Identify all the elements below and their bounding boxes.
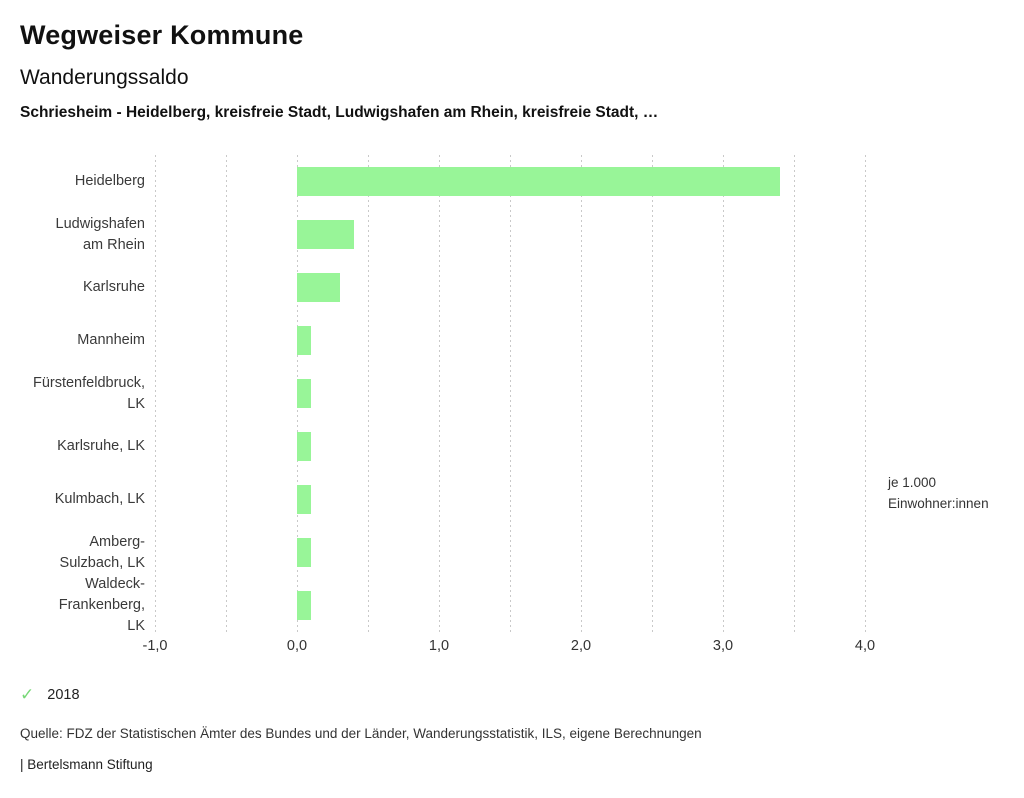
branding-text: | Bertelsmann Stiftung (20, 757, 153, 772)
x-axis-tick-label: 2,0 (570, 638, 592, 654)
x-axis-tick-label: 0,0 (286, 638, 308, 654)
legend: ✓ 2018 (20, 686, 80, 703)
x-axis-unit-label: je 1.000 Einwohner:innen (888, 475, 989, 511)
chart-series-subtitle: Schriesheim - Heidelberg, kreisfreie Sta… (20, 104, 659, 121)
category-label: Karlsruhe (82, 279, 145, 295)
gridline (794, 155, 795, 632)
bar (297, 379, 312, 408)
gridline (510, 155, 511, 632)
gridline (439, 155, 440, 632)
source-text: Quelle: FDZ der Statistischen Ämter des … (20, 726, 702, 741)
bar (297, 220, 354, 249)
gridline (865, 155, 866, 632)
bar (297, 485, 312, 514)
category-label: Heidelberg (74, 173, 145, 189)
category-label: Ludwigshafen am Rhein (55, 215, 146, 253)
category-label: Karlsruhe, LK (57, 438, 145, 454)
bar (297, 432, 312, 461)
x-axis-tick-label: -1,0 (142, 638, 168, 654)
category-label: Mannheim (77, 332, 145, 348)
gridline (723, 155, 724, 632)
bar (297, 326, 312, 355)
chart: Heidelberg Ludwigshafen am Rhein Karlsruhe… (0, 155, 1024, 715)
category-label: Amberg- Sulzbach, LK (59, 533, 145, 571)
x-axis-tick-label: 4,0 (854, 638, 876, 654)
gridline (155, 155, 156, 632)
category-label: Kulmbach, LK (54, 491, 145, 507)
x-axis-tick-label: 3,0 (712, 638, 734, 654)
check-icon: ✓ (20, 685, 35, 704)
bar (297, 538, 312, 567)
category-label: Waldeck- Frankenberg, LK (58, 576, 145, 634)
gridline (581, 155, 582, 632)
legend-year-label: 2018 (47, 686, 80, 703)
page-title: Wegweiser Kommune (20, 20, 304, 50)
category-label: Fürstenfeldbruck, LK (32, 374, 145, 412)
x-axis-tick-label: 1,0 (428, 638, 450, 654)
gridline (652, 155, 653, 632)
chart-title: Wanderungssaldo (20, 66, 189, 89)
bar (297, 591, 312, 620)
gridline (368, 155, 369, 632)
gridline (226, 155, 227, 632)
bar (297, 167, 780, 196)
bar (297, 273, 340, 302)
